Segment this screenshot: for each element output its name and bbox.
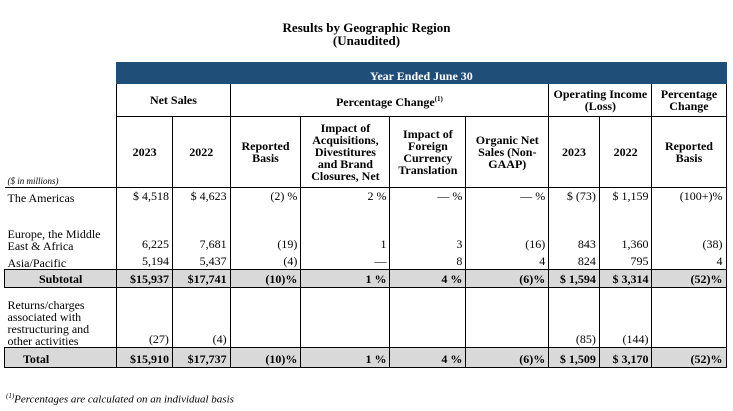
- organic-cell: 4: [465, 251, 550, 270]
- net-sales-2023-cell: 6,225: [116, 203, 173, 252]
- impact-acquisitions-cell: 2 %: [300, 187, 391, 204]
- report-subtitle: (Unaudited): [332, 33, 401, 48]
- net-sales-2023-cell: $ 4,518: [116, 187, 173, 204]
- oi-2022-cell: $ 3,170: [599, 347, 653, 368]
- impact-acquisitions-header: Impact of Acquisitions, Divestitures and…: [300, 116, 391, 188]
- operating-income-header: Operating Income (Loss): [548, 84, 653, 117]
- sub-header-row: ($ in millions) 2023 2022 Reported Basis…: [5, 116, 727, 188]
- table-row: Europe, the Middle East & Africa 6,225 7…: [5, 203, 727, 252]
- reported-basis-cell: (4): [230, 251, 302, 270]
- reported-basis-cell: (19): [230, 203, 302, 252]
- impact-fx-cell: 4 %: [389, 347, 467, 368]
- organic-cell: (16): [465, 203, 550, 252]
- net-sales-2023-cell: 5,194: [116, 251, 173, 270]
- oi-2023-cell: (85): [548, 287, 600, 348]
- oi-reported-cell: 4: [651, 251, 727, 270]
- net-sales-2022-cell: $ 4,623: [172, 187, 231, 204]
- net-sales-2022-cell: $17,737: [172, 347, 231, 368]
- oi-2022-cell: $ 1,159: [599, 187, 653, 204]
- oi-2023-cell: 824: [548, 251, 600, 270]
- units-label: ($ in millions): [7, 176, 59, 186]
- table-row: The Americas $ 4,518 $ 4,623 (2) % 2 % —…: [4, 187, 727, 204]
- oi-2023-cell: 843: [548, 203, 600, 252]
- table-row: Returns/charges associated with restruct…: [5, 287, 727, 348]
- row-label: The Americas: [4, 187, 117, 204]
- group-header-row: Net Sales Percentage Change(1) Operating…: [5, 84, 727, 117]
- oi-2022-cell: 1,360: [599, 203, 653, 252]
- impact-fx-cell: 8: [389, 251, 467, 270]
- oi-2023-cell: $ (73): [548, 187, 600, 204]
- net-sales-2023-header: 2023: [116, 116, 173, 188]
- reported-basis-cell: (10)%: [230, 347, 302, 368]
- oi-reported-cell: (38): [651, 203, 727, 252]
- oi-reported-basis-header: Reported Basis: [651, 116, 727, 188]
- net-sales-2022-cell: 5,437: [172, 251, 231, 270]
- net-sales-2022-header: 2022: [172, 116, 231, 188]
- impact-acquisitions-cell: —: [300, 251, 391, 270]
- oi-reported-cell: (52)%: [651, 269, 727, 288]
- total-row: Total $15,910 $17,737 (10)% 1 % 4 % (6)%…: [3, 347, 727, 368]
- impact-fx-header: Impact of Foreign Currency Translation: [389, 116, 467, 188]
- percentage-change-header: Percentage Change: [651, 84, 727, 117]
- period-header-row: Year Ended June 30: [5, 62, 728, 84]
- net-sales-2023-cell: $15,937: [116, 269, 173, 288]
- organic-cell: (6)%: [465, 269, 550, 288]
- reported-basis-cell: (2) %: [230, 187, 302, 204]
- subtotal-label: Subtotal: [3, 269, 117, 288]
- oi-2022-cell: 795: [599, 251, 653, 270]
- reported-basis-header: Reported Basis: [230, 116, 302, 188]
- report-title: Results by Geographic Region: [282, 20, 451, 35]
- impact-fx-cell: 4 %: [389, 269, 467, 288]
- oi-2023-cell: $ 1,594: [548, 269, 600, 288]
- oi-2023-cell: $ 1,509: [548, 347, 600, 368]
- oi-2023-header: 2023: [548, 116, 600, 188]
- net-sales-header: Net Sales: [116, 84, 231, 117]
- pct-change-header: Percentage Change(1): [230, 84, 550, 117]
- net-sales-2022-cell: 7,681: [172, 203, 231, 252]
- geographic-results-table: Year Ended June 30 Net Sales Percentage …: [3, 62, 728, 368]
- organic-cell: — %: [465, 187, 550, 204]
- impact-acquisitions-cell: 1: [300, 203, 391, 252]
- net-sales-2023-cell: $15,910: [116, 347, 173, 368]
- row-label: Returns/charges associated with restruct…: [7, 298, 90, 348]
- period-header: Year Ended June 30: [115, 62, 728, 84]
- total-label: Total: [3, 347, 117, 368]
- oi-2022-header: 2022: [599, 116, 653, 188]
- impact-fx-cell: 3: [389, 203, 467, 252]
- reported-basis-cell: (10)%: [230, 269, 302, 288]
- organic-net-sales-header: Organic Net Sales (Non-GAAP): [465, 116, 550, 188]
- impact-acquisitions-cell: 1 %: [300, 347, 391, 368]
- impact-acquisitions-cell: 1 %: [300, 269, 391, 288]
- oi-reported-cell: (100+)%: [651, 187, 727, 204]
- net-sales-2023-cell: (27): [116, 287, 173, 348]
- organic-cell: (6)%: [465, 347, 550, 368]
- row-label: Asia/Pacific: [7, 256, 67, 270]
- table-row: Asia/Pacific 5,194 5,437 (4) — 8 4 824 7…: [5, 251, 727, 270]
- net-sales-2022-cell: $17,741: [172, 269, 231, 288]
- subtotal-row: Subtotal $15,937 $17,741 (10)% 1 % 4 % (…: [3, 269, 727, 288]
- impact-fx-cell: — %: [389, 187, 467, 204]
- oi-2022-cell: $ 3,314: [599, 269, 653, 288]
- oi-reported-cell: (52)%: [651, 347, 727, 368]
- net-sales-2022-cell: (4): [172, 287, 231, 348]
- oi-2022-cell: (144): [599, 287, 653, 348]
- row-label: Europe, the Middle East & Africa: [7, 226, 101, 252]
- footnote: (1)Percentages are calculated on an indi…: [6, 392, 234, 406]
